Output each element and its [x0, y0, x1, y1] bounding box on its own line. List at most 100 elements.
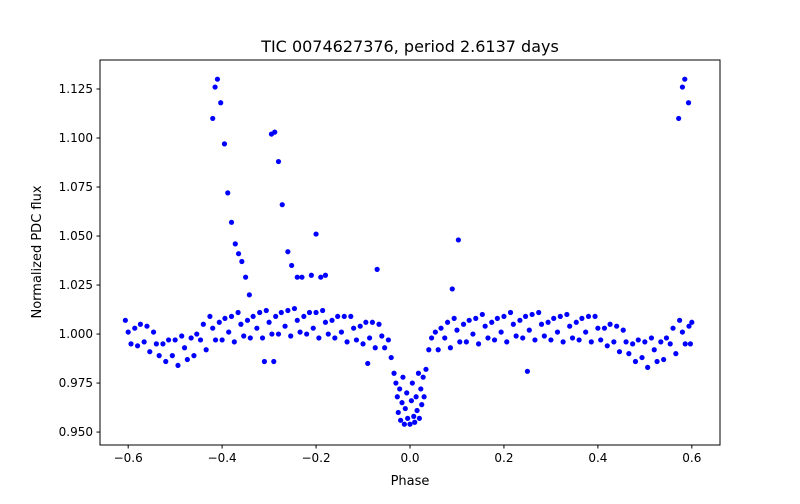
data-point	[365, 360, 371, 367]
data-point	[210, 115, 216, 122]
data-point	[367, 335, 373, 341]
data-point	[429, 335, 435, 341]
data-point	[141, 339, 147, 345]
data-point	[304, 331, 310, 337]
data-point	[394, 394, 400, 400]
data-point	[411, 413, 417, 419]
data-point	[557, 313, 563, 320]
data-point	[254, 325, 260, 331]
data-point	[282, 323, 288, 329]
data-point	[457, 339, 463, 345]
data-point	[266, 319, 272, 325]
data-point	[444, 319, 451, 325]
data-point	[423, 366, 429, 372]
data-point	[165, 337, 172, 343]
data-point	[263, 307, 269, 314]
data-point	[344, 339, 350, 345]
data-point	[203, 347, 209, 353]
data-point	[611, 339, 617, 345]
data-point	[353, 337, 360, 343]
data-point	[473, 315, 479, 321]
data-point	[278, 309, 284, 316]
data-point	[294, 274, 300, 280]
data-point	[421, 394, 427, 400]
y-tick-label: 1.050	[59, 229, 93, 243]
y-tick-label: 1.075	[59, 180, 93, 194]
chart-title: TIC 0074627376, period 2.6137 days	[260, 37, 559, 56]
data-point	[197, 337, 204, 343]
data-point	[541, 333, 547, 339]
data-point	[184, 356, 190, 363]
data-point	[288, 333, 294, 339]
data-point	[554, 329, 561, 335]
data-point	[200, 321, 206, 327]
data-point	[460, 321, 467, 327]
data-point	[573, 319, 579, 325]
data-point	[409, 380, 415, 386]
data-point	[273, 313, 279, 320]
data-point	[526, 327, 532, 333]
data-point	[320, 307, 326, 314]
data-point	[289, 262, 295, 269]
data-point	[651, 347, 657, 353]
data-point	[670, 325, 676, 331]
data-point	[551, 315, 557, 321]
data-point	[257, 309, 263, 316]
data-point	[291, 305, 298, 312]
data-point	[212, 337, 219, 343]
data-point	[210, 325, 216, 331]
data-point	[250, 313, 256, 320]
data-point	[279, 202, 285, 208]
y-axis: 0.950 0.975 1.000 1.025 1.050 1.075 1.100 1.125	[59, 82, 100, 439]
data-point	[442, 335, 448, 341]
y-tick-label: 1.100	[59, 131, 93, 145]
data-point	[306, 309, 313, 316]
data-point	[261, 358, 267, 365]
data-point	[416, 415, 422, 421]
data-point	[616, 349, 623, 355]
data-point	[156, 353, 162, 359]
x-tick-label: 0.6	[682, 451, 701, 465]
data-point	[318, 274, 324, 280]
data-point	[408, 398, 415, 404]
data-point	[536, 309, 542, 316]
data-point	[239, 258, 245, 265]
data-point	[144, 323, 150, 329]
data-point	[529, 311, 535, 318]
data-point	[517, 317, 523, 323]
data-point	[507, 309, 514, 316]
x-tick-label: 0.0	[400, 451, 419, 465]
data-point	[685, 100, 692, 106]
data-point	[125, 329, 131, 335]
x-axis: −0.6 −0.4 −0.2 0.0 0.2 0.4 0.6	[114, 445, 701, 465]
data-point	[560, 339, 566, 345]
data-point	[601, 325, 608, 331]
data-point	[275, 331, 282, 337]
data-point	[510, 321, 516, 327]
data-point	[501, 313, 507, 320]
data-point	[491, 337, 498, 343]
data-point	[218, 100, 224, 106]
data-point	[426, 347, 432, 353]
data-point	[297, 329, 303, 335]
data-point	[449, 286, 455, 292]
data-point	[226, 329, 232, 335]
data-point	[447, 345, 453, 351]
data-point	[310, 325, 316, 331]
data-point	[687, 341, 694, 347]
data-point	[313, 231, 319, 237]
data-point	[414, 407, 420, 414]
x-tick-label: 0.4	[588, 451, 607, 465]
data-point	[221, 141, 228, 147]
data-point	[504, 339, 510, 345]
data-point	[689, 319, 695, 325]
data-point	[238, 321, 244, 327]
data-point	[216, 319, 222, 325]
data-point	[207, 313, 213, 320]
data-point	[676, 115, 682, 122]
data-point	[677, 317, 683, 323]
data-point	[134, 343, 141, 349]
data-point	[122, 317, 128, 323]
